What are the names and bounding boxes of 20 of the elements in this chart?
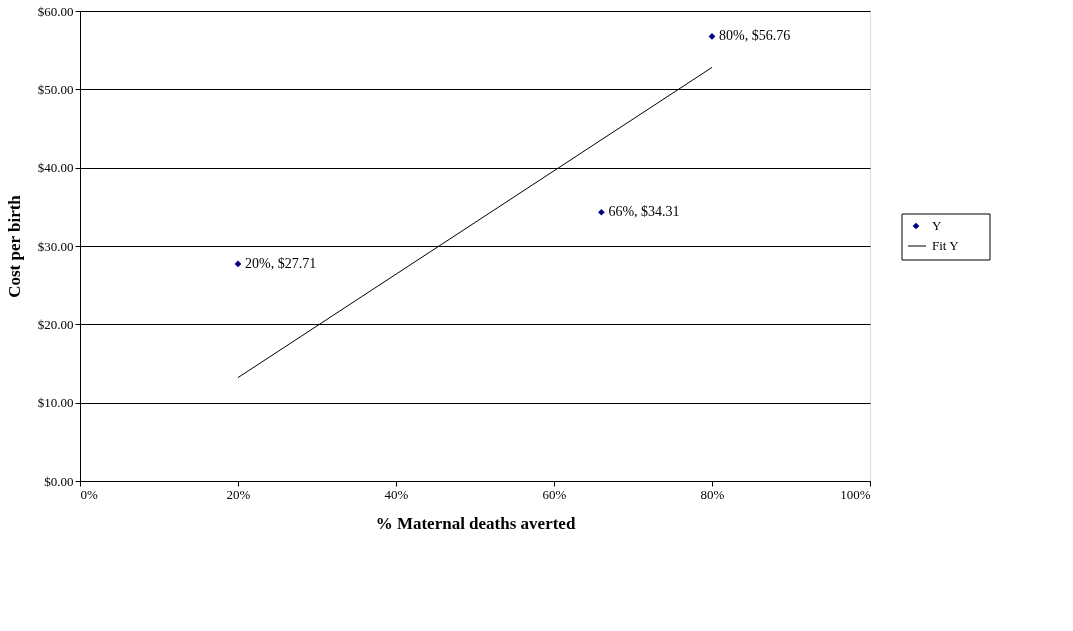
y-tick-label: $50.00 <box>37 81 74 97</box>
y-axis-title: Cost per birth <box>4 194 24 298</box>
y-tick-label: $20.00 <box>37 316 74 332</box>
data-label: 66%, $34.31 <box>608 204 680 220</box>
data-label: 20%, $27.71 <box>245 255 317 271</box>
data-label: 80%, $56.76 <box>719 28 791 44</box>
y-tick-label: $0.00 <box>44 473 74 489</box>
x-tick-label: 100% <box>840 486 871 502</box>
y-tick-label: $10.00 <box>37 395 74 411</box>
x-axis-title: % Maternal deaths averted <box>375 513 576 533</box>
x-tick-label: 60% <box>542 486 567 502</box>
x-tick-label: 80% <box>700 486 725 502</box>
legend-label: Y <box>932 218 942 233</box>
x-tick-label: 40% <box>384 486 409 502</box>
y-tick-label: $30.00 <box>37 238 74 254</box>
y-tick-label: $60.00 <box>37 3 74 19</box>
legend-label: Fit Y <box>932 238 960 253</box>
y-tick-label: $40.00 <box>37 160 74 176</box>
x-tick-label: 0% <box>80 486 98 502</box>
x-tick-label: 20% <box>226 486 251 502</box>
